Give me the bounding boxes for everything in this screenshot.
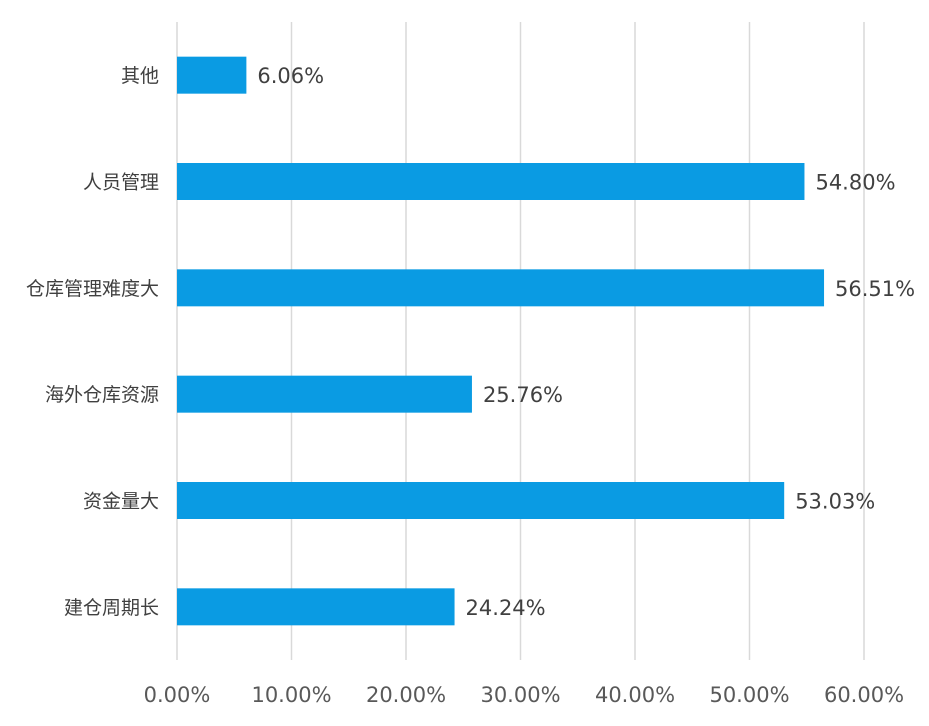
bar (177, 482, 785, 519)
x-tick-label: 0.00% (144, 683, 211, 707)
x-tick-label: 60.00% (824, 683, 904, 707)
x-axis-ticks: 0.00% 10.00% 20.00% 30.00% 40.00% 50.00% 60.00… (144, 683, 904, 707)
x-tick-label: 20.00% (366, 683, 446, 707)
x-tick-label: 40.00% (595, 683, 675, 707)
category-label: 建仓周期长 (64, 597, 159, 619)
data-label: 53.03% (795, 490, 875, 514)
bar (177, 375, 472, 413)
label-layer: 其他 6.06% 人员管理 54.80% 仓库管理难度大 56.51% 海外仓库资源 25.7… (26, 64, 915, 620)
bar (177, 56, 247, 94)
category-label: 海外仓库资源 (45, 384, 159, 406)
category-label: 仓库管理难度大 (26, 278, 159, 300)
bar-layer (177, 56, 825, 626)
data-label: 25.76% (483, 383, 563, 407)
data-label: 24.24% (466, 596, 546, 620)
bar (177, 588, 455, 626)
category-label: 其他 (121, 65, 159, 87)
category-label: 资金量大 (83, 491, 159, 513)
x-tick-label: 30.00% (480, 683, 560, 707)
x-tick-label: 50.00% (709, 683, 789, 707)
bar (177, 269, 825, 307)
bar (177, 163, 805, 200)
data-label: 54.80% (815, 171, 895, 195)
grid-layer (176, 22, 865, 660)
data-label: 6.06% (257, 64, 324, 88)
x-tick-label: 10.00% (251, 683, 331, 707)
category-label: 人员管理 (83, 172, 159, 194)
data-label: 56.51% (835, 277, 915, 301)
